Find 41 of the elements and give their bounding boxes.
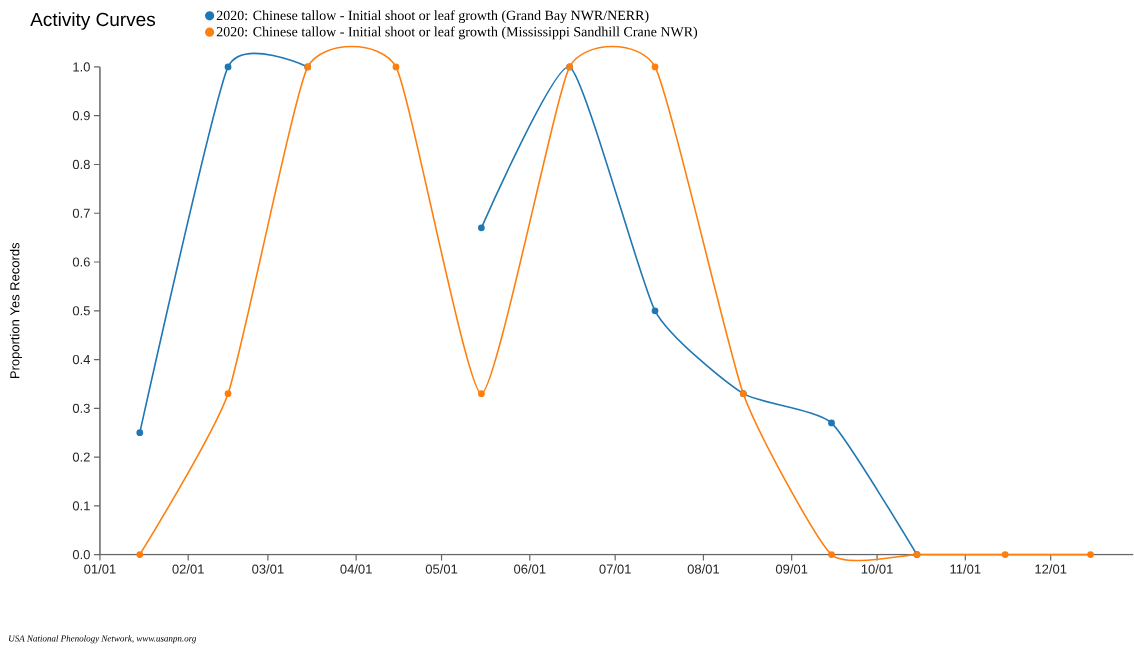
x-tick-label: 08/01 — [687, 564, 720, 574]
x-tick-label: 11/01 — [950, 564, 981, 574]
y-tick-label: 1.0 — [73, 62, 90, 72]
point — [136, 551, 144, 559]
point — [651, 63, 659, 71]
point — [224, 63, 232, 71]
point — [136, 429, 144, 437]
y-tick-label: 0.4 — [72, 355, 91, 365]
x-tick-label: 04/01 — [340, 564, 372, 574]
y-tick-label: 0.2 — [72, 452, 90, 462]
point — [828, 551, 835, 559]
y-tick-label: 0.8 — [72, 160, 90, 170]
legend-label: 2020: Chinese tallow - Initial shoot or leaf growth (Mississippi Sandhill Crane NWR) — [216, 26, 698, 40]
y-tick-label: 0.3 — [72, 403, 90, 414]
x-tick-label: 01/01 — [84, 564, 116, 574]
point — [477, 390, 485, 398]
x-tick-label: 09/01 — [775, 564, 808, 574]
y-tick-label: 0.9 — [72, 111, 90, 121]
y-tick-label: 0.6 — [72, 257, 90, 267]
point — [1001, 551, 1009, 559]
y-tick-label: 0.7 — [72, 208, 90, 219]
point — [477, 224, 485, 232]
point — [1087, 551, 1094, 559]
y-axis-title: Proportion Yes Records — [9, 243, 23, 379]
chart-title: Activity Curves — [30, 12, 156, 31]
x-tick-label: 10/01 — [861, 564, 893, 574]
point — [828, 419, 835, 427]
text: USA National Phenology Network, www.usanpn.org — [9, 635, 197, 644]
y-tick-label: 0.1 — [72, 501, 90, 511]
x-tick-label: 06/01 — [514, 564, 546, 574]
legend-label: 2020: Chinese tallow - Initial shoot or leaf growth (Grand Bay NWR/NERR) — [216, 10, 649, 24]
x-tick-label: 07/01 — [599, 564, 631, 574]
x-tick-label: 05/01 — [425, 564, 458, 574]
y-tick-label: 0.0 — [72, 550, 90, 560]
point — [224, 390, 232, 398]
y-tick-label: 0.5 — [72, 306, 90, 316]
x-tick-label: 02/01 — [172, 564, 204, 574]
point — [392, 63, 400, 71]
x-tick-label: 12/01 — [1035, 564, 1067, 574]
point — [651, 307, 659, 315]
x-tick-label: 03/01 — [252, 564, 284, 574]
